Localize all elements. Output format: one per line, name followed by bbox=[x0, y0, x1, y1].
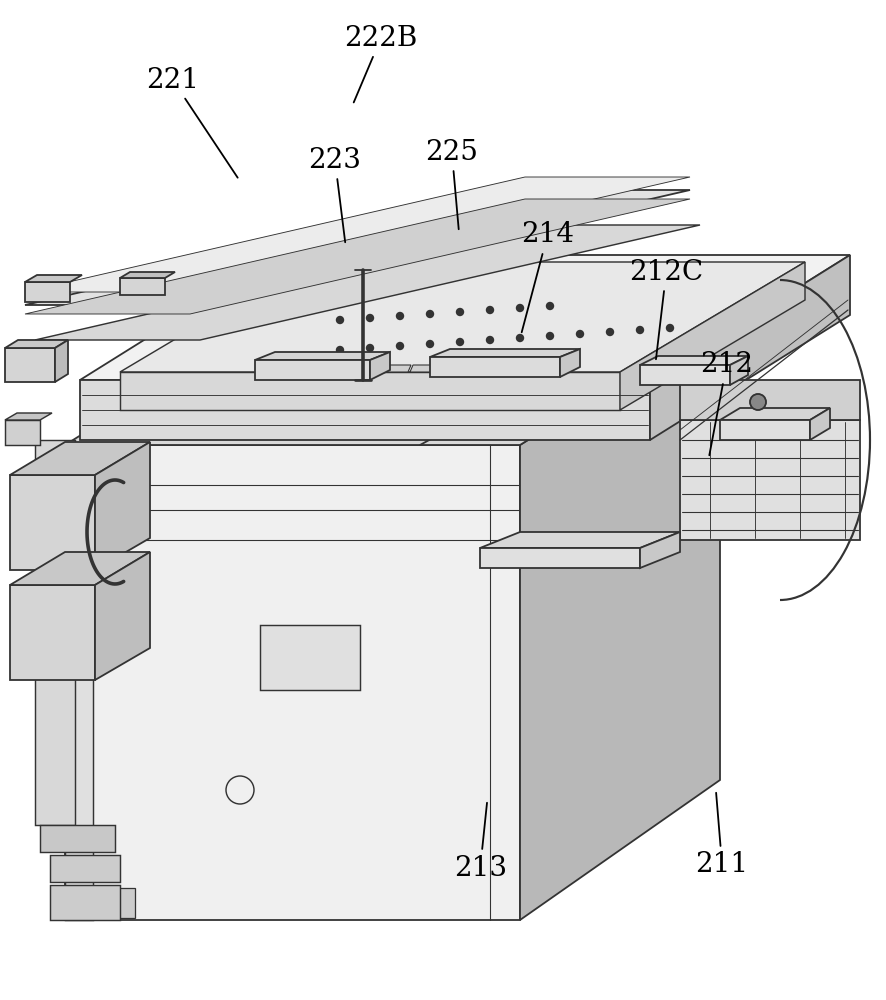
Polygon shape bbox=[640, 532, 680, 568]
Polygon shape bbox=[730, 356, 748, 385]
Polygon shape bbox=[120, 278, 165, 295]
Polygon shape bbox=[120, 272, 175, 278]
Polygon shape bbox=[65, 445, 520, 920]
Circle shape bbox=[750, 394, 766, 410]
Text: 221: 221 bbox=[146, 66, 237, 178]
Polygon shape bbox=[50, 855, 120, 882]
Polygon shape bbox=[650, 255, 850, 440]
Polygon shape bbox=[255, 360, 370, 380]
Circle shape bbox=[486, 336, 494, 344]
Circle shape bbox=[456, 338, 463, 346]
Circle shape bbox=[337, 316, 344, 324]
Polygon shape bbox=[25, 177, 690, 292]
Polygon shape bbox=[10, 552, 150, 585]
Polygon shape bbox=[560, 349, 580, 377]
Polygon shape bbox=[50, 885, 120, 920]
Polygon shape bbox=[5, 340, 68, 348]
Polygon shape bbox=[35, 225, 700, 340]
Polygon shape bbox=[80, 255, 850, 380]
Polygon shape bbox=[55, 340, 68, 382]
Circle shape bbox=[486, 306, 494, 314]
Text: 213: 213 bbox=[454, 803, 507, 882]
Circle shape bbox=[426, 310, 433, 318]
Circle shape bbox=[577, 330, 584, 338]
Polygon shape bbox=[640, 365, 730, 385]
Polygon shape bbox=[120, 262, 805, 372]
Polygon shape bbox=[80, 380, 650, 440]
Polygon shape bbox=[360, 365, 386, 372]
Polygon shape bbox=[720, 408, 830, 420]
Polygon shape bbox=[680, 380, 860, 420]
Polygon shape bbox=[410, 365, 436, 372]
Circle shape bbox=[397, 342, 403, 350]
Polygon shape bbox=[370, 352, 390, 380]
Polygon shape bbox=[25, 190, 690, 305]
Circle shape bbox=[337, 347, 344, 354]
Bar bbox=[260, 625, 360, 690]
Circle shape bbox=[636, 326, 643, 334]
Text: 223: 223 bbox=[308, 146, 361, 242]
Polygon shape bbox=[5, 348, 55, 382]
Polygon shape bbox=[40, 825, 115, 852]
Text: 222B: 222B bbox=[345, 24, 417, 102]
Circle shape bbox=[517, 334, 524, 342]
Polygon shape bbox=[435, 365, 461, 372]
Polygon shape bbox=[810, 408, 830, 440]
Polygon shape bbox=[95, 442, 150, 570]
Circle shape bbox=[456, 308, 463, 316]
Text: 225: 225 bbox=[425, 138, 478, 229]
Polygon shape bbox=[10, 442, 150, 475]
Polygon shape bbox=[385, 365, 411, 372]
Polygon shape bbox=[120, 372, 620, 410]
Circle shape bbox=[517, 304, 524, 312]
Circle shape bbox=[426, 340, 433, 348]
Circle shape bbox=[607, 328, 613, 336]
Polygon shape bbox=[430, 349, 580, 357]
Polygon shape bbox=[10, 585, 95, 680]
Polygon shape bbox=[640, 356, 748, 365]
Circle shape bbox=[547, 332, 554, 340]
Polygon shape bbox=[255, 352, 390, 360]
Polygon shape bbox=[460, 365, 486, 372]
Circle shape bbox=[367, 314, 374, 322]
Polygon shape bbox=[25, 199, 690, 314]
Circle shape bbox=[397, 312, 403, 320]
Text: 214: 214 bbox=[521, 222, 574, 332]
Polygon shape bbox=[35, 440, 75, 825]
Polygon shape bbox=[480, 548, 640, 568]
Polygon shape bbox=[720, 420, 810, 440]
Text: 211: 211 bbox=[696, 793, 749, 879]
Polygon shape bbox=[335, 365, 361, 372]
Polygon shape bbox=[10, 475, 95, 570]
Polygon shape bbox=[5, 420, 40, 445]
Polygon shape bbox=[5, 413, 52, 420]
Polygon shape bbox=[680, 420, 860, 540]
Text: 212: 212 bbox=[700, 352, 753, 455]
Polygon shape bbox=[480, 532, 680, 548]
Polygon shape bbox=[65, 320, 720, 445]
Bar bbox=[75, 888, 135, 918]
Polygon shape bbox=[485, 365, 511, 372]
Bar bbox=[65, 445, 93, 920]
Text: 212C: 212C bbox=[629, 258, 703, 359]
Polygon shape bbox=[620, 262, 805, 410]
Polygon shape bbox=[95, 552, 150, 680]
Polygon shape bbox=[25, 275, 82, 282]
Polygon shape bbox=[25, 282, 70, 302]
Circle shape bbox=[367, 344, 374, 352]
Polygon shape bbox=[430, 357, 560, 377]
Polygon shape bbox=[310, 365, 336, 372]
Circle shape bbox=[547, 302, 554, 310]
Polygon shape bbox=[520, 320, 720, 920]
Circle shape bbox=[666, 324, 673, 332]
